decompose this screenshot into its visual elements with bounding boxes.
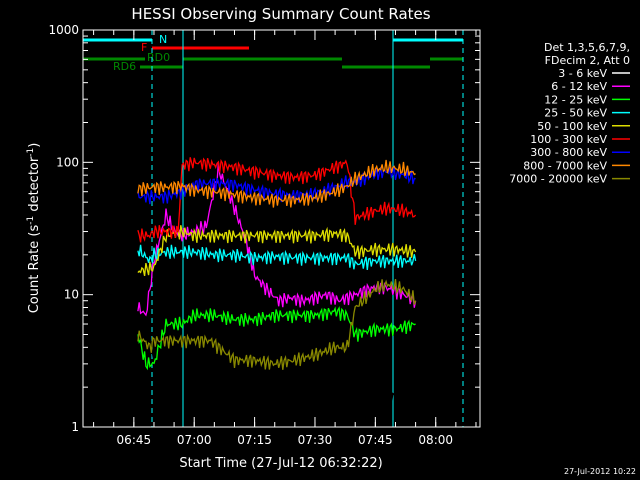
rd0-label: RD0 (147, 51, 170, 64)
legend-label-25-50keV: 25 - 50 keV (544, 107, 607, 120)
x-axis-label: Start Time (27-Jul-12 06:32:22) (179, 456, 382, 471)
rd6-label: RD6 (113, 60, 136, 73)
legend-label-3-6keV: 3 - 6 keV (558, 67, 607, 80)
y-tick-label-100: 100 (56, 155, 79, 169)
footer-date: 27-Jul-2012 10:22 (564, 467, 636, 476)
chart-title: HESSI Observing Summary Count Rates (131, 5, 430, 23)
x-tick-label-07:30: 07:30 (298, 433, 333, 447)
y-axis-label: Count Rate (s-1 detector-1) (26, 143, 42, 314)
instrument-flags: N F RD0 RD6 (83, 30, 464, 427)
n-flag-label: N (159, 33, 167, 46)
series-line-12-25keV (137, 306, 416, 371)
x-tick-label-07:45: 07:45 (358, 433, 393, 447)
legend-label-6-12keV: 6 - 12 keV (551, 80, 607, 93)
series-layer (137, 157, 417, 425)
legend-label-100-300keV: 100 - 300 keV (530, 133, 607, 146)
legend-header-line2: FDecim 2, Att 0 (545, 54, 630, 67)
y-tick-label-10: 10 (64, 288, 79, 302)
legend-label-50-100keV: 50 - 100 keV (537, 120, 607, 133)
series-line-100-300keV (137, 157, 417, 243)
x-tick-label-06:45: 06:45 (117, 433, 152, 447)
series-line-800-7000keV (137, 159, 416, 208)
series-line-50-100keV (137, 225, 417, 277)
y-axis: 1 10 100 1000 (48, 23, 480, 434)
y-tick-label-1: 1 (71, 420, 79, 434)
f-flag-label: F (141, 41, 147, 54)
x-tick-label-07:15: 07:15 (237, 433, 272, 447)
series-line-7000-20000keV (137, 279, 417, 370)
legend-label-12-25keV: 12 - 25 keV (544, 93, 607, 106)
legend: Det 1,3,5,6,7,9, FDecim 2, Att 0 3 - 6 k… (509, 41, 630, 186)
plot-frame (82, 29, 481, 428)
series-line-25-50keV (137, 244, 417, 270)
x-tick-label-08:00: 08:00 (418, 433, 453, 447)
x-axis: 06:45 07:00 07:15 07:30 07:45 08:00 (93, 30, 477, 447)
legend-label-7000-20000keV: 7000 - 20000 keV (509, 173, 607, 186)
legend-header-line1: Det 1,3,5,6,7,9, (544, 41, 630, 54)
x-tick-label-07:00: 07:00 (177, 433, 212, 447)
y-tick-label-1000: 1000 (48, 23, 79, 37)
legend-label-800-7000keV: 800 - 7000 keV (523, 159, 607, 172)
legend-label-300-800keV: 300 - 800 keV (530, 146, 607, 159)
series-line-300-800keV (137, 165, 416, 205)
series-line-3-6keV (137, 183, 417, 425)
